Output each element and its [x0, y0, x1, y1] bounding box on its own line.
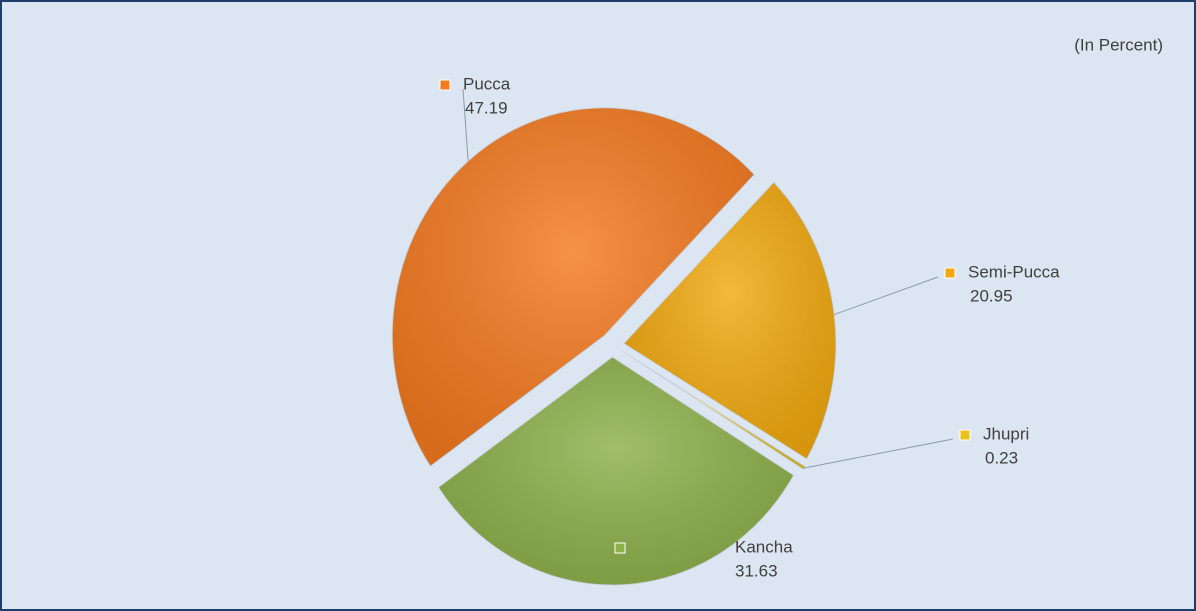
slice-label: Kancha: [735, 537, 793, 556]
slice-label: Pucca: [463, 74, 511, 93]
legend-marker: [614, 542, 626, 554]
chart-subtitle: (In Percent): [1074, 35, 1163, 54]
slice-label: Semi-Pucca: [968, 262, 1060, 281]
slice-shading: [623, 182, 836, 459]
slice-value: 20.95: [970, 286, 1013, 305]
slice-label: Jhupri: [983, 424, 1029, 443]
slice-value: 31.63: [735, 561, 778, 580]
slice-value: 0.23: [985, 448, 1018, 467]
slice-value: 47.19: [465, 98, 508, 117]
legend-marker: [439, 79, 451, 91]
slice-shading: [392, 107, 755, 467]
leader-line: [804, 438, 954, 469]
leader-line: [462, 88, 469, 162]
legend-marker: [959, 429, 971, 441]
slice-shading: [438, 356, 794, 585]
leader-line: [834, 276, 939, 316]
slice-shading: [622, 351, 806, 470]
legend-marker: [944, 267, 956, 279]
